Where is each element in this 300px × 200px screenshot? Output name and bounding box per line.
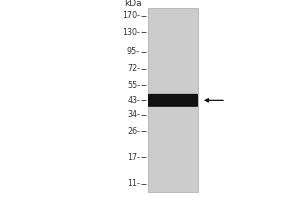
Text: 17-: 17-	[127, 153, 140, 162]
Text: 95-: 95-	[127, 47, 140, 56]
Text: 55-: 55-	[127, 81, 140, 90]
Text: 34-: 34-	[127, 110, 140, 119]
Bar	[148, 8, 198, 192]
Text: 72-: 72-	[127, 64, 140, 73]
Text: 11-: 11-	[127, 180, 140, 188]
Text: kDa: kDa	[124, 0, 142, 8]
Text: 130-: 130-	[122, 28, 140, 37]
Text: 26-: 26-	[127, 127, 140, 136]
Text: 1: 1	[170, 0, 176, 2]
Text: 170-: 170-	[122, 11, 140, 21]
Text: 43-: 43-	[127, 96, 140, 105]
FancyBboxPatch shape	[148, 94, 198, 107]
